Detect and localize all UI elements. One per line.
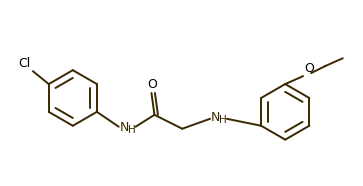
Text: H: H: [128, 125, 135, 135]
Text: O: O: [147, 78, 158, 91]
Text: Cl: Cl: [19, 57, 31, 70]
Text: O: O: [304, 62, 314, 75]
Text: N: N: [211, 111, 220, 124]
Text: N: N: [120, 121, 129, 134]
Text: H: H: [219, 115, 227, 125]
